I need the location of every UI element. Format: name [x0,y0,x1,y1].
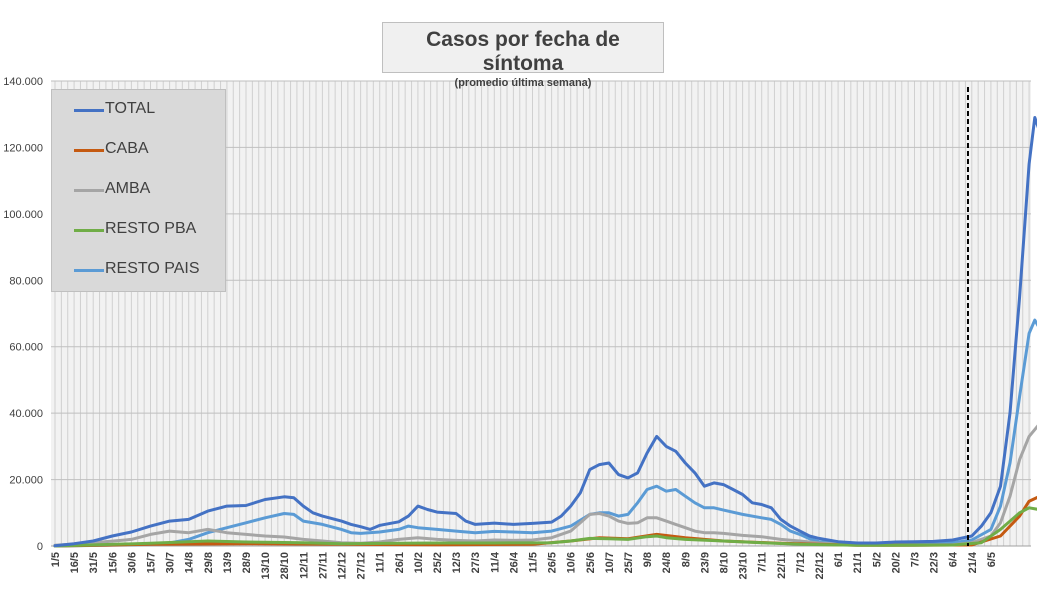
legend-label-resto-pais: RESTO PAIS [105,260,200,277]
x-tick-label: 22/3 [929,552,941,573]
x-tick-label: 21/4 [967,551,979,573]
x-tick-label: 6/1 [833,552,845,567]
series-line-resto-pba [53,506,1037,548]
x-tick-label: 12/3 [451,552,463,573]
legend-swatch-total [74,109,104,112]
x-tick-label: 28/9 [241,552,253,573]
y-tick-label: 40.000 [9,408,43,420]
legend-swatch-resto-pais [74,269,104,272]
x-tick-label: 11/5 [528,552,540,573]
grid-layer [51,80,1031,547]
x-tick-label: 22/11 [776,552,788,579]
x-tick-label: 29/8 [203,552,215,573]
legend-swatch-caba [74,149,104,152]
x-tick-label: 30/7 [165,552,177,573]
y-tick-label: 20.000 [9,475,43,487]
legend: TOTAL CABA AMBA RESTO PBA RESTO PAIS [51,89,226,292]
legend-item-amba: AMBA [52,180,225,202]
x-tick-label: 20/2 [890,552,902,573]
legend-label-total: TOTAL [105,100,156,117]
y-tick-label: 140.000 [3,76,43,88]
x-tick-label: 27/12 [356,552,368,580]
x-tick-label: 5/2 [871,552,883,567]
legend-item-total: TOTAL [52,100,225,122]
chart-subtitle: (promedio última semana) [454,77,592,89]
x-tick-label: 15/7 [146,552,158,573]
x-tick-label: 12/11 [298,552,310,579]
x-tick-label: 27/11 [317,552,329,579]
series-line-amba [53,424,1037,547]
x-tick-label: 10/6 [566,552,578,573]
x-tick-label: 26/5 [547,552,559,573]
y-tick-label: 80.000 [9,275,43,287]
legend-label-caba: CABA [105,140,149,157]
x-tick-label: 1/5 [50,552,62,567]
chart-title-box: Casos por fecha de síntoma (promedio últ… [382,22,664,89]
y-tick-label: 60.000 [9,342,43,354]
x-tick-label: 30/6 [126,552,138,573]
x-tick-label: 13/10 [260,552,272,580]
x-tick-label: 27/3 [470,552,482,573]
legend-item-caba: CABA [52,140,225,162]
y-tick-label: 120.000 [3,142,43,154]
x-tick-label: 10/2 [413,552,425,573]
x-tick-label: 26/1 [394,552,406,573]
x-tick-label: 6/4 [948,551,960,567]
x-tick-label: 11/1 [375,552,387,573]
x-tick-label: 12/12 [337,552,349,580]
legend-item-resto-pba: RESTO PBA [52,220,225,242]
x-tick-label: 22/12 [814,552,826,580]
x-tick-label: 28/10 [279,552,291,580]
series-line-resto-pais [53,318,1037,548]
y-tick-label: 100.000 [3,209,43,221]
x-tick-label: 16/5 [69,552,81,573]
x-tick-label: 25/6 [585,552,597,573]
x-tick-label: 15/6 [107,552,119,573]
x-tick-label: 6/5 [986,552,998,567]
x-tick-label: 14/8 [184,552,196,573]
legend-label-resto-pba: RESTO PBA [105,220,197,237]
legend-swatch-amba [74,189,104,192]
series-line-total [53,116,1037,548]
legend-item-resto-pais: RESTO PAIS [52,260,225,282]
x-tick-label: 11/4 [489,551,501,573]
x-tick-label: 7/12 [795,552,807,573]
x-tick-label: 25/7 [623,552,635,573]
x-tick-label: 7/3 [910,552,922,567]
x-tick-label: 13/9 [222,552,234,573]
x-tick-label: 10/7 [604,552,616,573]
axis-layer: 0 20.000 40.000 60.000 80.000 100.000 120.000 1… [3,76,1031,580]
x-tick-label: 7/11 [757,552,769,573]
x-tick-label: 23/9 [699,552,711,573]
legend-swatch-resto-pba [74,229,104,232]
x-tick-label: 23/10 [738,552,750,580]
x-tick-label: 25/2 [432,552,444,573]
x-tick-label: 9/8 [642,552,654,567]
x-tick-label: 21/1 [852,552,864,573]
x-tick-label: 26/4 [508,551,520,573]
x-tick-label: 31/5 [88,552,100,573]
x-tick-label: 24/8 [661,552,673,573]
x-tick-label: 8/9 [680,552,692,567]
x-tick-label: 8/10 [719,552,731,573]
series-layer [53,116,1037,548]
legend-label-amba: AMBA [105,180,151,197]
chart-title: Casos por fecha de síntoma [426,28,620,75]
y-tick-label: 0 [37,541,43,553]
